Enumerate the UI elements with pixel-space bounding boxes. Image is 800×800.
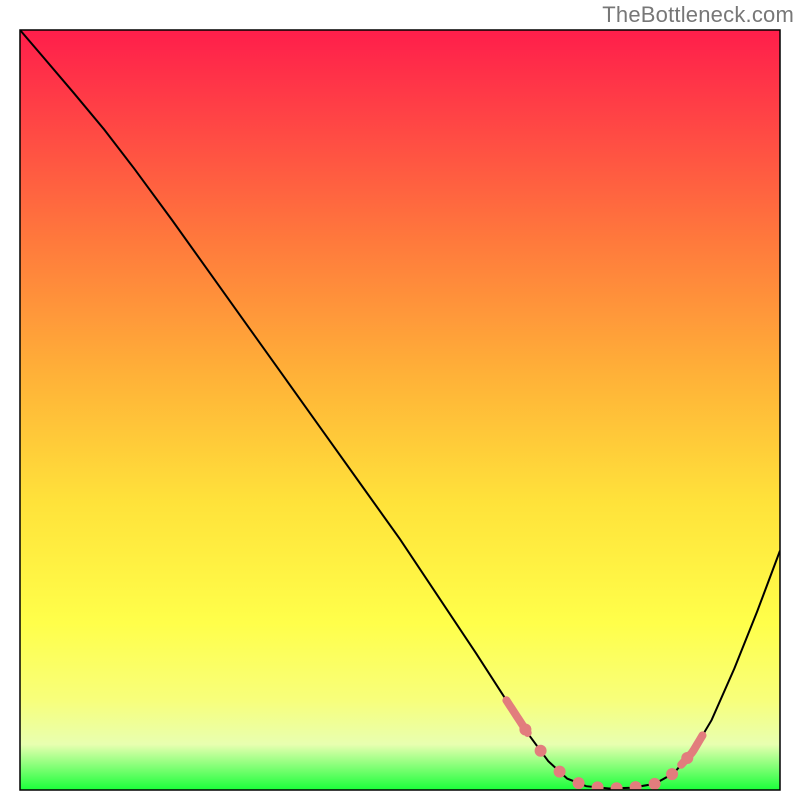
chart-container: { "attribution": { "text": "TheBottlenec… [0, 0, 800, 800]
plot-background [20, 30, 780, 790]
attribution-label: TheBottleneck.com [602, 2, 794, 28]
bottleneck-chart [0, 0, 800, 800]
